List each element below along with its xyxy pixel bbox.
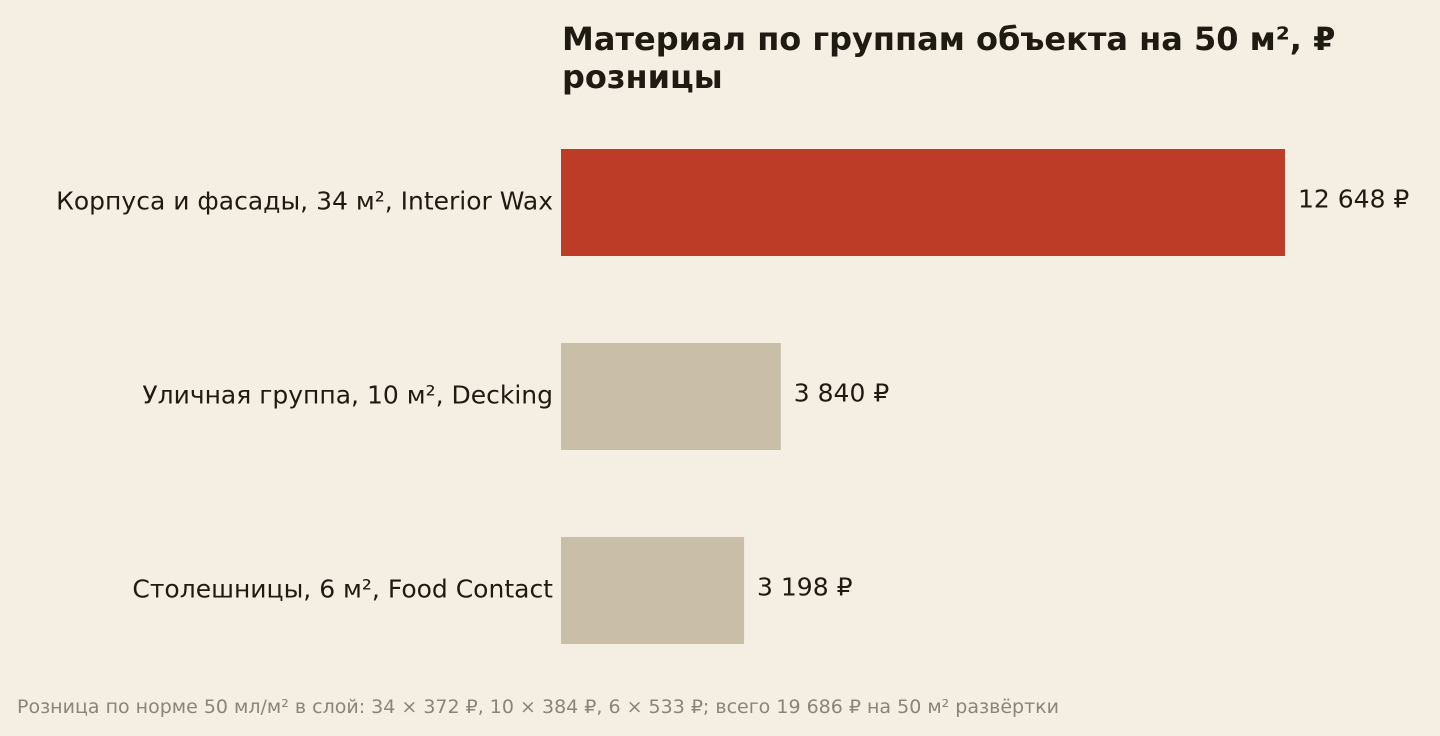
chart: Корпуса и фасады, 34 м², Interior Wax 12 …: [56, 149, 1409, 644]
category-label: Корпуса и фасады, 34 м², Interior Wax: [56, 187, 553, 216]
bar: [561, 343, 781, 450]
category-label: Уличная группа, 10 м², Decking: [142, 381, 553, 410]
bar: [561, 537, 745, 644]
value-label: 12 648 ₽: [1298, 185, 1409, 214]
bar: [561, 149, 1285, 256]
value-label: 3 198 ₽: [757, 573, 853, 602]
chart-title: Материал по группам объекта на 50 м², ₽ …: [562, 20, 1336, 96]
value-label: 3 840 ₽: [794, 379, 890, 408]
footnote: Розница по норме 50 мл/м² в слой: 34 × 3…: [17, 696, 1059, 718]
category-label: Столешницы, 6 м², Food Contact: [132, 575, 553, 604]
